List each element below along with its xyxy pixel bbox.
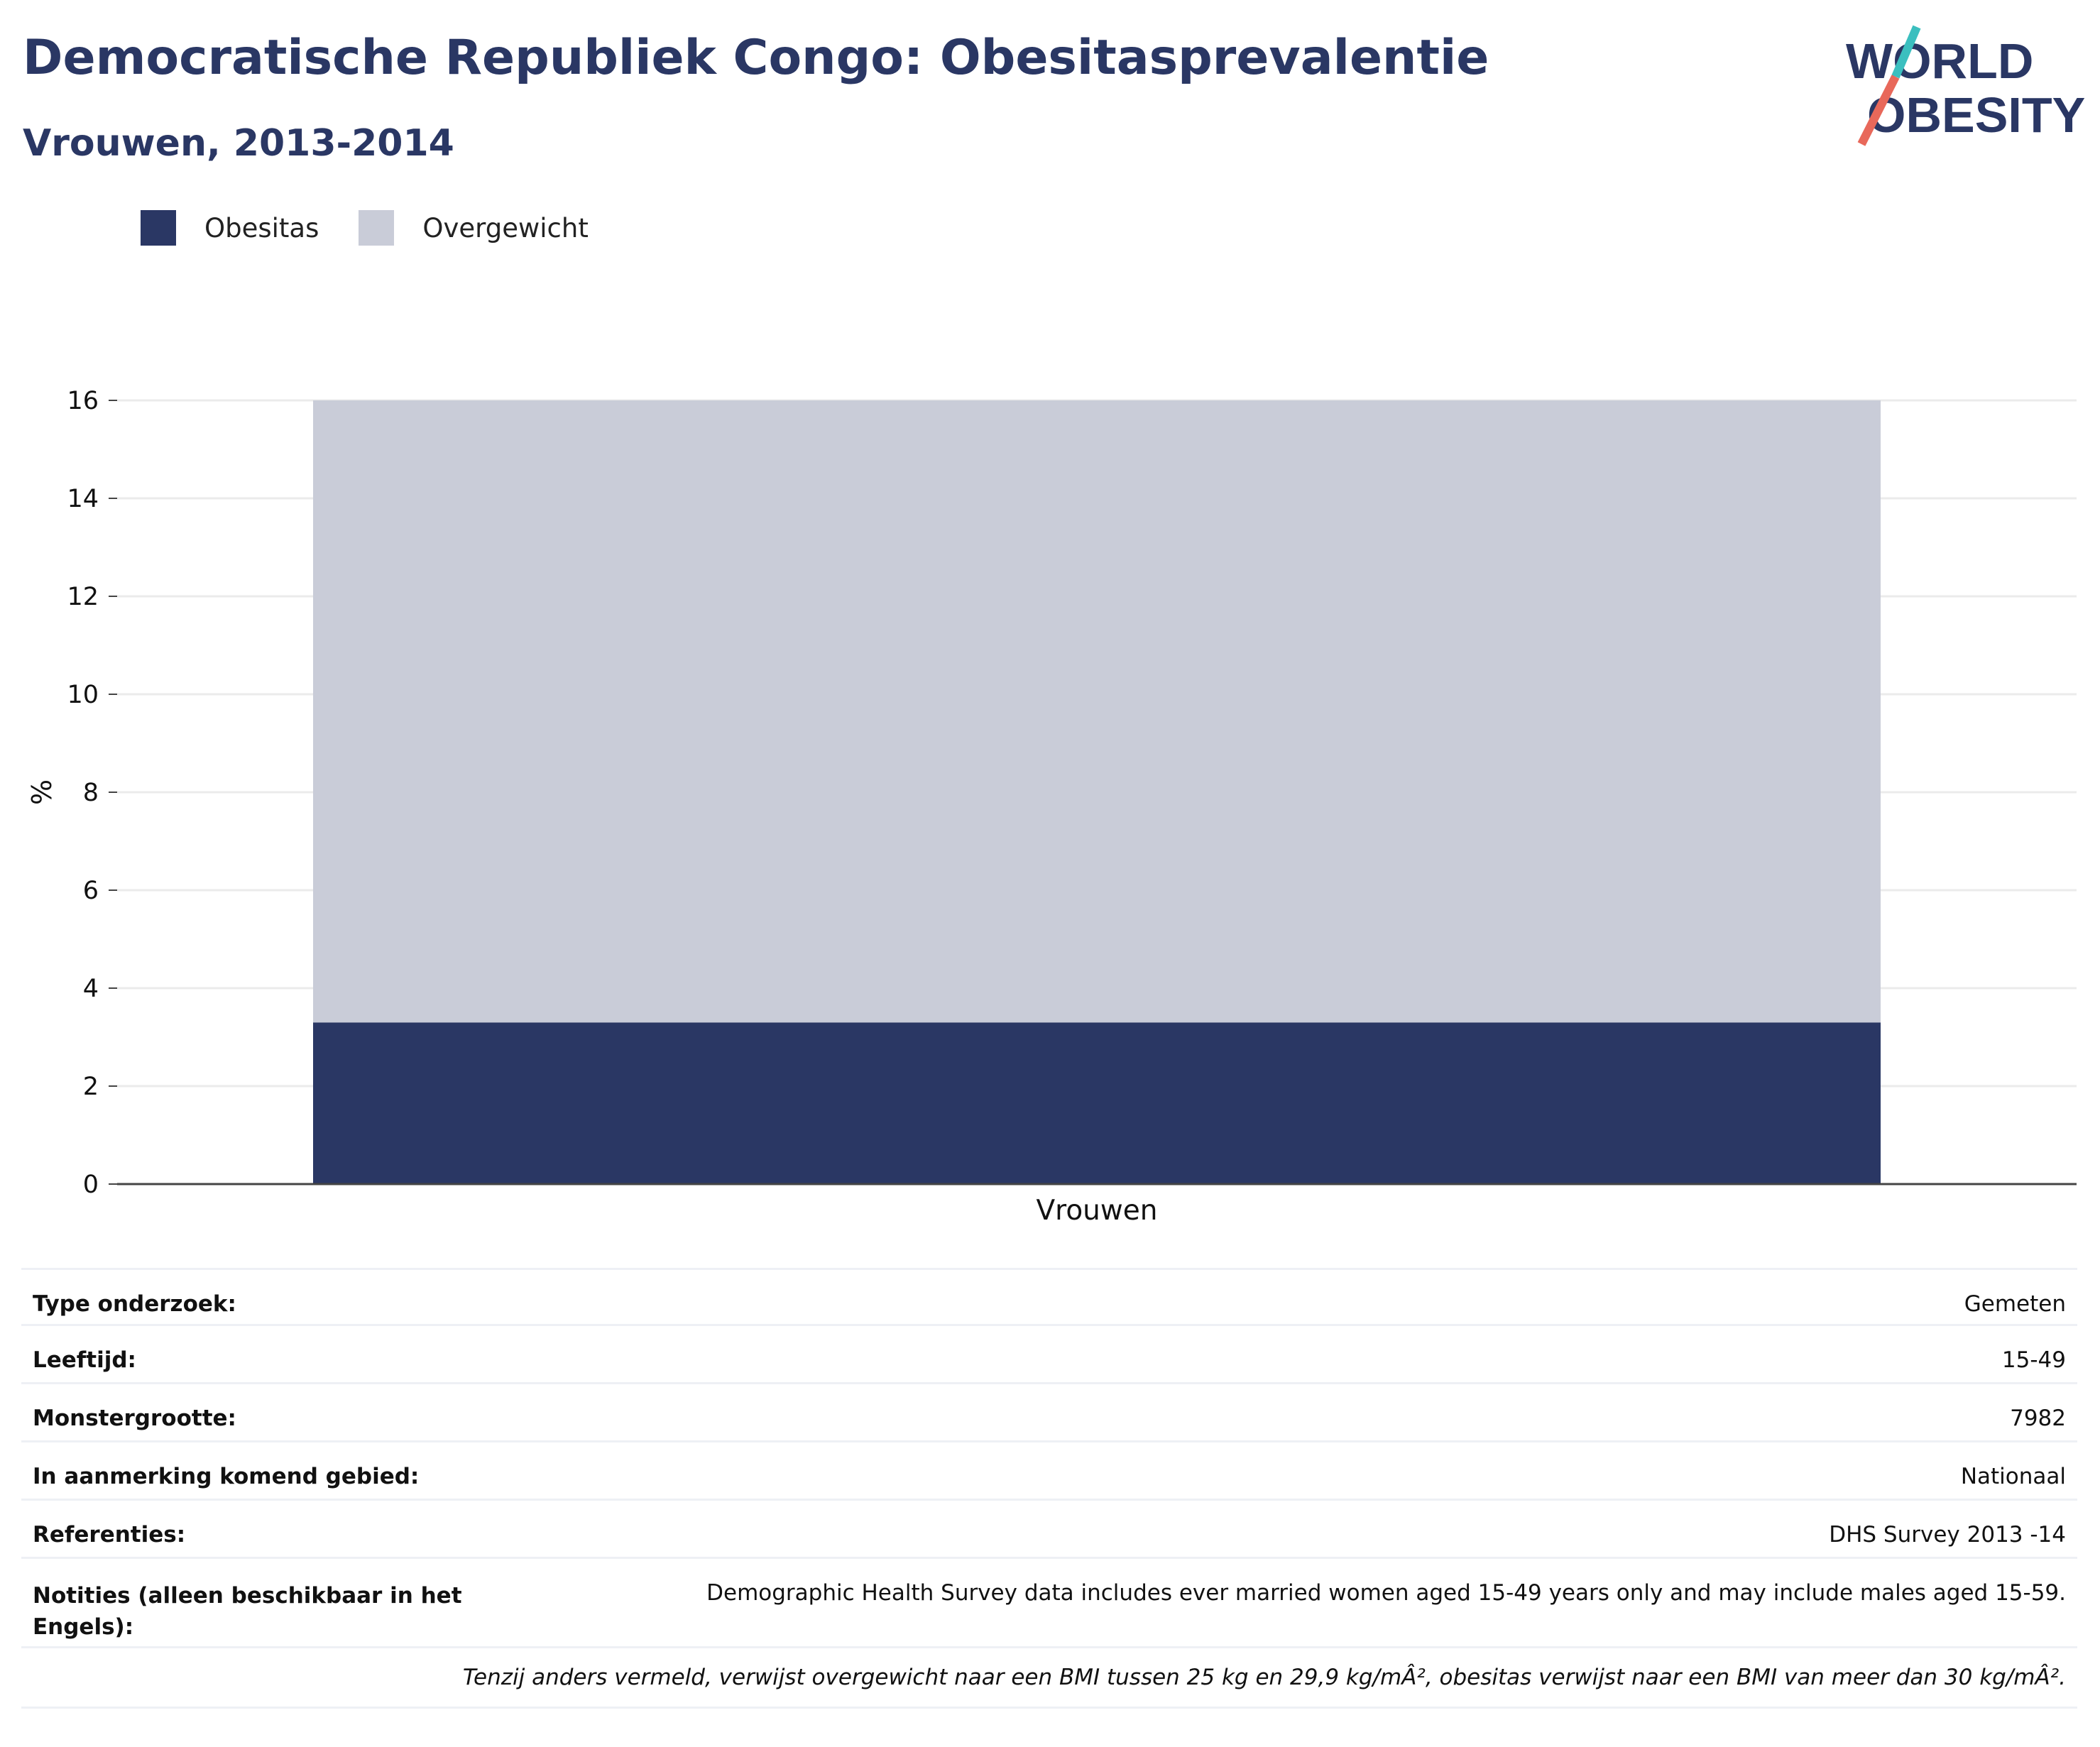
info-row: Notities (alleen beschikbaar in het Enge… xyxy=(21,1559,2077,1648)
info-row: Leeftijd: 15-49 xyxy=(21,1326,2077,1384)
legend-label-obesity: Obesitas xyxy=(204,212,319,243)
info-value: Gemeten xyxy=(1964,1291,2066,1317)
info-value: 15-49 xyxy=(2001,1347,2066,1373)
y-tick-label: 14 xyxy=(67,485,99,513)
svg-text:OBESITY: OBESITY xyxy=(1867,87,2085,143)
info-key: In aanmerking komend gebied: xyxy=(33,1464,420,1489)
info-key: Monstergrootte: xyxy=(33,1406,236,1431)
info-value: Demographic Health Survey data includes … xyxy=(706,1580,2066,1606)
info-value: Nationaal xyxy=(1960,1464,2066,1489)
info-row: In aanmerking komend gebied: Nationaal xyxy=(21,1442,2077,1501)
info-key: Referenties: xyxy=(33,1522,186,1548)
info-key: Leeftijd: xyxy=(33,1347,136,1373)
y-tick-label: 0 xyxy=(83,1171,99,1199)
page-subtitle: Vrouwen, 2013-2014 xyxy=(23,122,454,165)
world-obesity-logo: WORLD OBESITY xyxy=(1846,25,2085,146)
x-tick-label: Vrouwen xyxy=(1036,1195,1157,1227)
y-axis-label: % xyxy=(26,779,58,805)
info-value: 7982 xyxy=(2010,1406,2066,1431)
info-value: DHS Survey 2013 -14 xyxy=(1829,1522,2066,1548)
legend-swatch-obesity xyxy=(141,210,176,246)
info-key: Type onderzoek: xyxy=(33,1291,236,1317)
page-title: Democratische Republiek Congo: Obesitasp… xyxy=(23,30,1489,86)
bar-chart: 0 2 4 6 8 10 12 14 16% Vrouwen xyxy=(26,387,2077,1227)
bar-overweight xyxy=(313,400,1881,1023)
y-tick-label: 16 xyxy=(67,387,99,415)
y-tick-label: 8 xyxy=(83,779,99,807)
legend-item-overweight[interactable]: Overgewicht xyxy=(359,210,589,246)
svg-text:WORLD: WORLD xyxy=(1846,33,2033,89)
info-key: Notities (alleen beschikbaar in het Enge… xyxy=(33,1583,462,1640)
info-row: Monstergrootte: 7982 xyxy=(21,1384,2077,1442)
y-tick-label: 10 xyxy=(67,681,99,709)
info-row: Type onderzoek: Gemeten xyxy=(21,1268,2077,1326)
definition-note: Tenzij anders vermeld, verwijst overgewi… xyxy=(21,1648,2077,1709)
legend-swatch-overweight xyxy=(359,210,395,246)
info-row: Referenties: DHS Survey 2013 -14 xyxy=(21,1501,2077,1559)
legend-label-overweight: Overgewicht xyxy=(422,212,589,243)
y-tick-label: 2 xyxy=(83,1073,99,1101)
bar-obesity xyxy=(313,1022,1881,1184)
y-tick-label: 6 xyxy=(83,877,99,905)
y-tick-label: 12 xyxy=(67,583,99,611)
legend-item-obesity[interactable]: Obesitas xyxy=(141,210,319,246)
chart-legend: Obesitas Overgewicht xyxy=(141,210,628,246)
survey-info-table: Type onderzoek: Gemeten Leeftijd: 15-49 Mons… xyxy=(21,1268,2077,1709)
y-tick-label: 4 xyxy=(83,975,99,1003)
